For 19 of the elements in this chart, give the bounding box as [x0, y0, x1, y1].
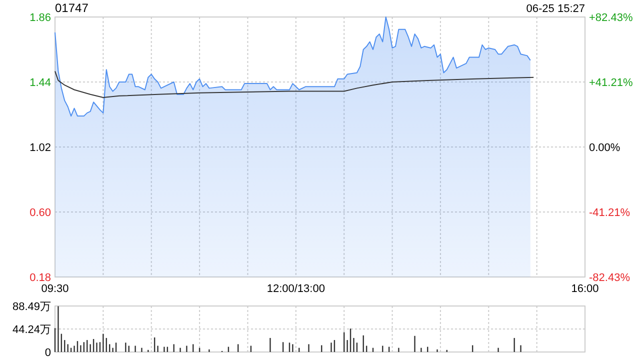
- y-tick-label: 88.49万: [12, 300, 51, 313]
- x-tick-label: 16:00: [571, 283, 599, 295]
- y-tick-label: 1.44: [30, 76, 51, 89]
- y-tick-label: 0.18: [30, 272, 51, 284]
- text: 06-25 15:27: [526, 3, 585, 15]
- y2-tick-label: +41.21%: [589, 76, 633, 89]
- chart-title: 01747: [55, 1, 89, 15]
- y2-tick-label: -82.43%: [589, 272, 630, 284]
- y-tick-label: 1.02: [30, 142, 51, 154]
- x-tick-label: 09:30: [41, 283, 69, 295]
- y-tick-label: 1.86: [30, 12, 51, 24]
- y2-tick-label: +82.43%: [589, 12, 633, 24]
- line-series: [54, 70, 534, 98]
- y-tick-label: 0.60: [30, 206, 51, 219]
- y-tick-label: 0: [44, 346, 51, 359]
- y2-tick-label: -41.21%: [589, 206, 630, 219]
- y-tick-label: 44.24万: [12, 324, 51, 336]
- y2-tick-label: 0.00%: [589, 142, 620, 154]
- x-tick-label: 12:00/13:00: [266, 283, 325, 295]
